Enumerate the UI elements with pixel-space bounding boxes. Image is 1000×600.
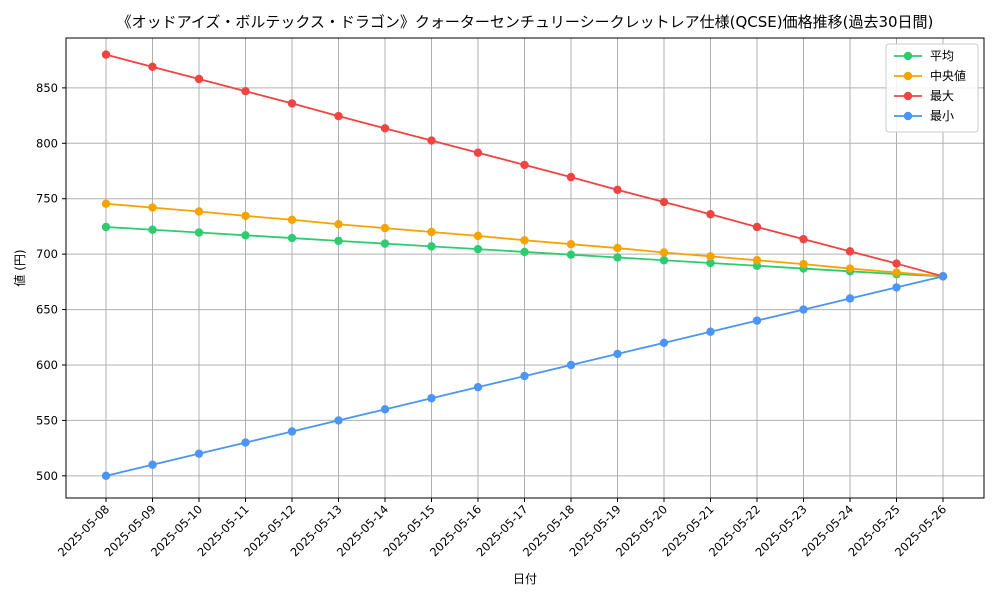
data-point	[706, 258, 715, 268]
data-point	[845, 247, 855, 256]
data-point	[101, 471, 111, 481]
data-point	[566, 250, 576, 259]
data-point	[566, 172, 576, 182]
y-axis-label: 値 (円)	[12, 249, 27, 286]
legend-label: 最大	[930, 89, 954, 103]
data-point	[613, 185, 622, 195]
data-point	[892, 268, 901, 277]
data-point	[427, 227, 436, 237]
data-point	[799, 259, 808, 269]
data-point	[659, 256, 669, 265]
series-group	[101, 50, 948, 281]
data-point	[473, 244, 483, 254]
data-point	[799, 234, 808, 244]
data-point	[241, 87, 250, 96]
data-point	[938, 272, 948, 281]
data-point	[241, 211, 250, 221]
series	[101, 50, 948, 481]
data-point	[148, 203, 157, 212]
data-point	[334, 416, 343, 425]
data-point	[287, 215, 297, 224]
data-point	[706, 327, 715, 336]
data-point	[148, 460, 157, 469]
data-point	[752, 222, 762, 232]
legend-marker	[903, 51, 913, 61]
data-point	[473, 382, 483, 392]
y-tick-label: 850	[36, 81, 58, 95]
data-point	[101, 50, 111, 59]
data-point	[520, 160, 529, 170]
data-point	[892, 259, 901, 268]
data-point	[380, 124, 390, 133]
y-tick-label: 700	[36, 247, 58, 261]
legend-label: 最小	[930, 109, 954, 123]
data-point	[287, 427, 297, 436]
data-point	[380, 405, 390, 414]
data-point	[241, 231, 250, 240]
data-point	[101, 199, 111, 208]
data-point	[520, 236, 529, 245]
data-point	[380, 239, 390, 248]
y-tick-label: 600	[36, 358, 58, 372]
legend-marker	[903, 71, 913, 81]
data-point	[101, 222, 111, 232]
data-point	[334, 111, 343, 121]
data-point	[380, 223, 390, 233]
data-point	[241, 438, 250, 447]
data-point	[799, 305, 808, 314]
y-tick-label: 650	[36, 303, 58, 317]
data-point	[194, 449, 204, 458]
y-tick-label: 500	[36, 469, 58, 483]
data-point	[427, 136, 436, 145]
data-point	[613, 253, 622, 262]
data-point	[892, 283, 901, 292]
data-point	[706, 252, 715, 261]
data-point	[845, 294, 855, 303]
x-axis: 2025-05-082025-05-092025-05-102025-05-11…	[55, 498, 949, 559]
y-tick-label: 550	[36, 413, 58, 427]
legend-label: 中央値	[930, 68, 966, 83]
series-group	[101, 272, 948, 481]
data-point	[752, 316, 762, 325]
data-point	[334, 236, 343, 246]
data-point	[752, 256, 762, 265]
data-point	[520, 371, 529, 381]
data-point	[613, 349, 622, 359]
data-point	[194, 207, 204, 216]
legend-marker	[903, 111, 913, 121]
data-point	[334, 220, 343, 229]
data-point	[566, 360, 576, 370]
y-tick-label: 750	[36, 192, 58, 206]
legend-label: 平均	[930, 49, 954, 63]
data-point	[473, 231, 483, 241]
data-point	[427, 242, 436, 251]
legend-box	[885, 43, 979, 133]
data-point	[287, 233, 297, 243]
data-point	[659, 248, 669, 257]
data-point	[566, 239, 576, 249]
chart-title: 《オッドアイズ・ボルテックス・ドラゴン》クォーターセンチュリーシークレットレア仕…	[117, 13, 934, 31]
data-point	[613, 243, 622, 253]
x-axis-label: 日付	[513, 572, 537, 586]
data-point	[659, 197, 669, 207]
data-point	[706, 210, 715, 219]
data-point	[659, 338, 669, 348]
data-point	[194, 228, 204, 237]
y-axis: 500 550 600 650 700 750 800 850	[36, 81, 66, 483]
data-point	[148, 62, 157, 72]
data-point	[148, 225, 157, 234]
legend-marker	[903, 91, 913, 101]
data-point	[287, 99, 297, 108]
data-point	[520, 247, 529, 257]
data-point	[427, 394, 436, 403]
y-tick-label: 800	[36, 136, 58, 150]
data-point	[845, 264, 855, 273]
data-point	[473, 148, 483, 157]
data-point	[194, 74, 204, 84]
